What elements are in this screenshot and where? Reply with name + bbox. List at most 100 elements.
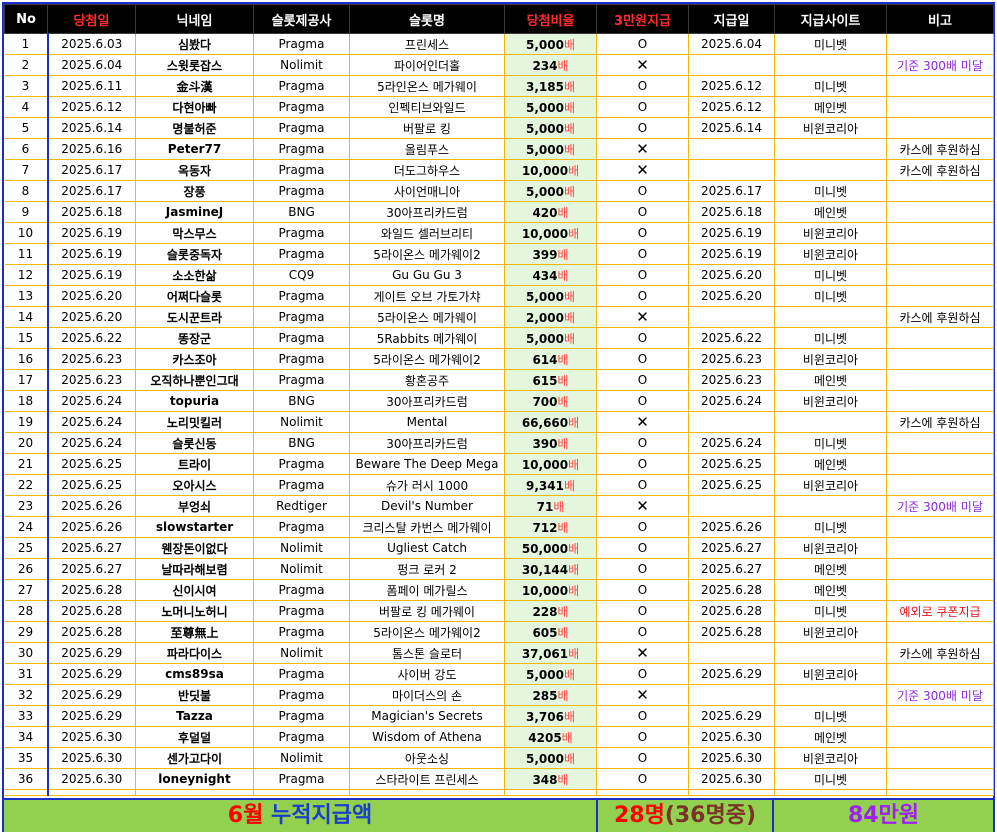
row-number: 1 — [4, 33, 49, 55]
win-ratio-unit: 배 — [563, 478, 575, 493]
win-ratio-unit: 배 — [563, 310, 575, 325]
note — [886, 369, 994, 391]
win-ratio-unit: 배 — [568, 226, 580, 241]
win-ratio-unit: 배 — [557, 373, 569, 388]
pay-date: 2025.6.27 — [688, 558, 775, 580]
win-ratio-unit: 배 — [568, 541, 580, 556]
not-paid-mark: ✕ — [596, 138, 689, 160]
pay-site — [774, 495, 887, 517]
win-date: 2025.6.11 — [47, 75, 136, 97]
nickname: 날따라해보렴 — [135, 558, 254, 580]
slot-name: Wisdom of Athena — [349, 726, 505, 748]
table-row: 4 2025.6.12 다현아빠 Pragma 인펙티브와일드 5,000배 O 2025.6… — [4, 96, 994, 118]
pay-date: 2025.6.27 — [688, 537, 775, 559]
paid-mark: O — [596, 726, 689, 748]
header-note: 비고 — [886, 4, 994, 34]
win-ratio: 285배 — [504, 684, 597, 706]
pay-site: 비윈코리아 — [774, 117, 887, 139]
win-ratio-value: 348 — [532, 772, 558, 787]
win-ratio: 5,000배 — [504, 117, 597, 139]
win-ratio: 3,706배 — [504, 705, 597, 727]
provider: Pragma — [253, 285, 350, 307]
win-ratio: 71배 — [504, 495, 597, 517]
win-date: 2025.6.30 — [47, 726, 136, 748]
provider: Nolimit — [253, 537, 350, 559]
row-number: 8 — [4, 180, 49, 202]
paid-mark: O — [596, 579, 689, 601]
slot-name: 슈가 러시 1000 — [349, 474, 505, 496]
pay-date — [688, 411, 775, 433]
note: 카스에 후원하심 — [886, 138, 994, 160]
provider: Pragma — [253, 180, 350, 202]
table-row: 29 2025.6.28 至尊無上 Pragma 5라이온스 메가웨이2 605배 O 202… — [4, 621, 994, 643]
win-ratio-value: 234 — [532, 58, 558, 73]
win-ratio-unit: 배 — [568, 646, 580, 661]
paid-mark: O — [596, 537, 689, 559]
provider: Pragma — [253, 705, 350, 727]
nickname: 다현아빠 — [135, 96, 254, 118]
slot-name: 사이버 강도 — [349, 663, 505, 685]
header-row: No 당첨일 닉네임 슬롯제공사 슬롯명 당첨비율 3만원지급 지급일 지급사이… — [4, 4, 994, 34]
win-ratio-unit: 배 — [557, 352, 569, 367]
note — [886, 264, 994, 286]
provider: Nolimit — [253, 54, 350, 76]
win-ratio-unit: 배 — [557, 688, 569, 703]
pay-site: 비윈코리아 — [774, 348, 887, 370]
pay-date — [688, 159, 775, 181]
pay-site: 메인벳 — [774, 558, 887, 580]
note — [886, 516, 994, 538]
note — [886, 474, 994, 496]
win-date: 2025.6.29 — [47, 642, 136, 664]
win-ratio-unit: 배 — [563, 121, 575, 136]
win-ratio-value: 420 — [532, 205, 558, 220]
table-row: 26 2025.6.27 날따라해보렴 Nolimit 펑크 로커 2 30,144배 O 2… — [4, 558, 994, 580]
slot-name: 5라인온스 메가웨이 — [349, 75, 505, 97]
win-ratio: 700배 — [504, 390, 597, 412]
pay-site — [774, 411, 887, 433]
pay-date: 2025.6.30 — [688, 747, 775, 769]
header-pay-site: 지급사이트 — [774, 4, 887, 34]
slot-name: Beware The Deep Mega — [349, 453, 505, 475]
paid-mark: O — [596, 285, 689, 307]
win-ratio-unit: 배 — [563, 37, 575, 52]
provider: Pragma — [253, 726, 350, 748]
table-row: 12 2025.6.19 소소한삶 CQ9 Gu Gu Gu 3 434배 O 2025.6.… — [4, 264, 994, 286]
nickname: 슬롯신동 — [135, 432, 254, 454]
win-ratio-unit: 배 — [557, 58, 569, 73]
provider: Pragma — [253, 33, 350, 55]
spacer-cell — [4, 789, 49, 796]
slot-name: Ugliest Catch — [349, 537, 505, 559]
win-ratio: 10,000배 — [504, 579, 597, 601]
provider: Pragma — [253, 96, 350, 118]
not-paid-mark: ✕ — [596, 684, 689, 706]
spacer-cell — [504, 789, 597, 796]
nickname: 트라이 — [135, 453, 254, 475]
pay-site: 메인벳 — [774, 369, 887, 391]
win-ratio-value: 399 — [532, 247, 558, 262]
win-date: 2025.6.18 — [47, 201, 136, 223]
provider: Pragma — [253, 663, 350, 685]
slot-name: 크리스탈 카번스 메가웨이 — [349, 516, 505, 538]
pay-date: 2025.6.19 — [688, 222, 775, 244]
paid-mark: O — [596, 747, 689, 769]
win-ratio-unit: 배 — [563, 100, 575, 115]
slot-name: 게이트 오브 가토가챠 — [349, 285, 505, 307]
note — [886, 768, 994, 790]
win-date: 2025.6.19 — [47, 243, 136, 265]
paid-mark: O — [596, 96, 689, 118]
win-ratio-value: 615 — [532, 373, 558, 388]
paid-mark: O — [596, 516, 689, 538]
win-ratio-value: 30,144 — [521, 562, 569, 577]
nickname: Tazza — [135, 705, 254, 727]
paid-mark: O — [596, 600, 689, 622]
win-ratio-unit: 배 — [563, 331, 575, 346]
provider: Pragma — [253, 159, 350, 181]
table-body: 1 2025.6.03 심봤다 Pragma 프린세스 5,000배 O 2025.6.04 미… — [4, 33, 994, 796]
win-date: 2025.6.29 — [47, 705, 136, 727]
nickname: Peter77 — [135, 138, 254, 160]
win-ratio: 66,660배 — [504, 411, 597, 433]
nickname: 어쩌다슬롯 — [135, 285, 254, 307]
table-row: 21 2025.6.25 트라이 Pragma Beware The Deep Mega… — [4, 453, 994, 475]
slot-name: 파이어인더홀 — [349, 54, 505, 76]
